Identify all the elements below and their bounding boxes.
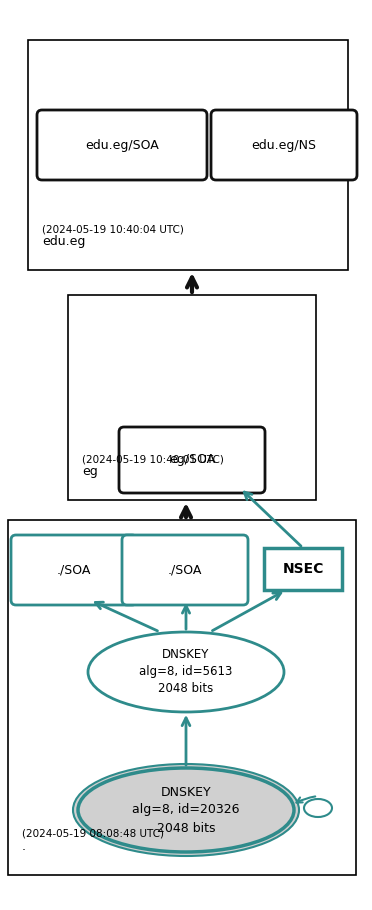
Text: edu.eg: edu.eg	[42, 235, 86, 248]
Text: eg: eg	[82, 465, 98, 478]
FancyBboxPatch shape	[122, 535, 248, 605]
Text: (2024-05-19 10:40:01 UTC): (2024-05-19 10:40:01 UTC)	[82, 454, 224, 464]
Text: edu.eg/NS: edu.eg/NS	[251, 138, 317, 151]
Text: ./SOA: ./SOA	[57, 563, 91, 577]
Text: NSEC: NSEC	[282, 562, 324, 576]
Bar	[8, 520, 356, 875]
Text: eg/SOA: eg/SOA	[169, 453, 215, 467]
FancyBboxPatch shape	[211, 110, 357, 180]
FancyBboxPatch shape	[11, 535, 137, 605]
Ellipse shape	[73, 764, 299, 856]
Text: .: .	[22, 840, 26, 853]
Text: (2024-05-19 08:08:48 UTC): (2024-05-19 08:08:48 UTC)	[22, 829, 164, 839]
Ellipse shape	[78, 768, 294, 852]
Bar	[68, 295, 316, 500]
FancyBboxPatch shape	[119, 427, 265, 493]
Text: ./SOA: ./SOA	[168, 563, 202, 577]
Bar	[28, 40, 348, 270]
Ellipse shape	[88, 632, 284, 712]
Text: DNSKEY
alg=8, id=5613
2048 bits: DNSKEY alg=8, id=5613 2048 bits	[139, 649, 233, 695]
FancyBboxPatch shape	[264, 548, 342, 590]
Text: DNSKEY
alg=8, id=20326
2048 bits: DNSKEY alg=8, id=20326 2048 bits	[132, 785, 240, 834]
FancyBboxPatch shape	[37, 110, 207, 180]
Text: (2024-05-19 10:40:04 UTC): (2024-05-19 10:40:04 UTC)	[42, 224, 184, 234]
Text: edu.eg/SOA: edu.eg/SOA	[85, 138, 159, 151]
